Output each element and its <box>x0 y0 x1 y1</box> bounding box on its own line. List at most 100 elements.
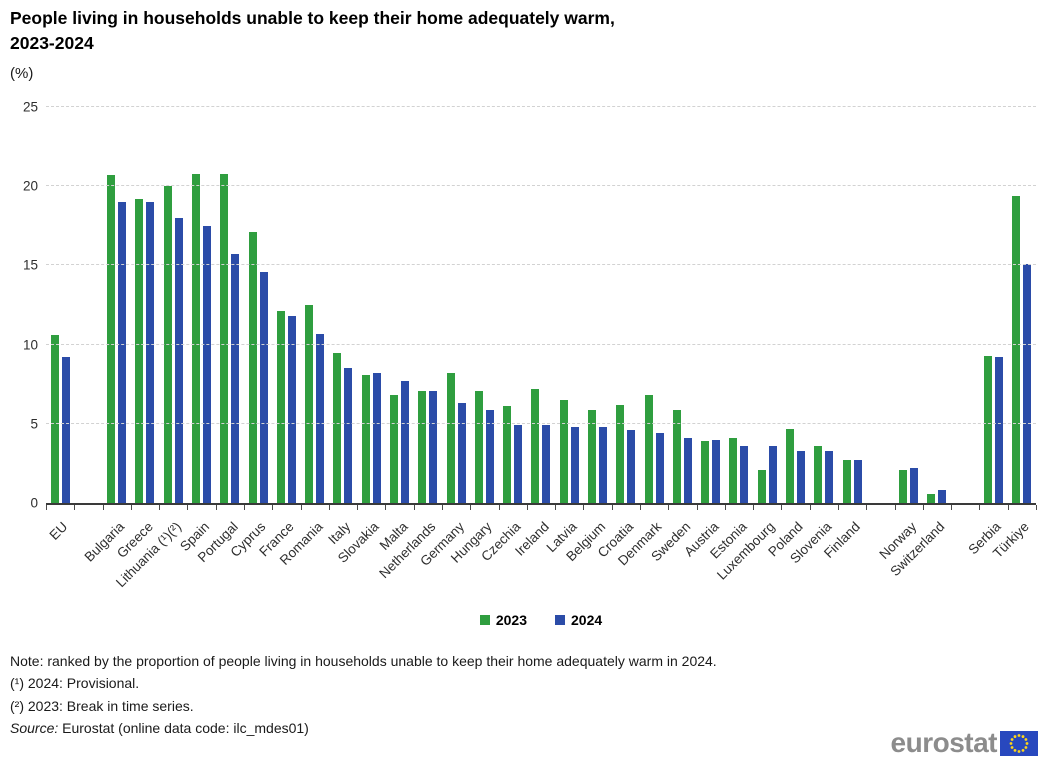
chart-title-line1: People living in households unable to ke… <box>10 8 615 28</box>
bar-2023-belgium <box>587 409 596 503</box>
bar-group-serbia <box>979 107 1007 503</box>
axis-tick <box>866 505 868 510</box>
bar-group-france <box>272 107 300 503</box>
bar-2024-norway <box>910 468 919 503</box>
bar-2023-poland <box>785 428 794 503</box>
bar-2023-slovakia <box>361 374 370 503</box>
chart-title: People living in households unable to ke… <box>10 6 990 57</box>
legend-item-2023: 2023 <box>479 612 527 628</box>
bar-2023-serbia <box>983 355 992 503</box>
bar-group-lithuania <box>159 107 187 503</box>
bar-group-eu <box>46 107 74 503</box>
axis-tick <box>187 505 189 510</box>
gap-slot <box>866 107 894 503</box>
plot-area <box>46 106 1036 505</box>
gap-slot <box>74 107 102 503</box>
bar-2023-eu <box>50 335 59 503</box>
gridline-10 <box>46 343 1036 345</box>
gap-slot <box>951 107 979 503</box>
gridline-25 <box>46 106 1036 107</box>
x-label-slot-switzerland: Switzerland <box>888 511 951 603</box>
bar-2023-france <box>276 311 285 503</box>
bars-row <box>46 107 1036 503</box>
eurostat-logo-text: eurostat <box>890 727 998 758</box>
axis-tick <box>753 505 755 510</box>
eurostat-logo: eurostat <box>891 729 1038 757</box>
bar-group-denmark <box>640 107 668 503</box>
y-tick-label-5: 5 <box>30 416 38 432</box>
axis-tick <box>1007 505 1009 510</box>
bar-2024-lithuania <box>174 217 183 503</box>
bar-group-portugal <box>216 107 244 503</box>
bar-group-estonia <box>725 107 753 503</box>
axis-tick <box>809 505 811 510</box>
bar-2024-spain <box>203 225 212 503</box>
bar-group-italy <box>329 107 357 503</box>
bar-group-finland <box>838 107 866 503</box>
axis-tick <box>102 505 104 510</box>
bar-2023-italy <box>333 352 342 503</box>
bar-2024-switzerland <box>938 490 947 503</box>
axis-tick <box>526 505 528 510</box>
axis-tick <box>922 505 924 510</box>
axis-tick <box>640 505 641 510</box>
axis-tick <box>272 505 274 510</box>
gridline-15 <box>46 264 1036 266</box>
bar-2024-serbia <box>994 357 1003 503</box>
bar-group-cyprus <box>244 107 272 503</box>
bar-group-norway <box>894 107 922 503</box>
bar-2023-malta <box>390 395 399 503</box>
note-footnote-1: (¹) 2024: Provisional. <box>10 675 140 692</box>
y-tick-label-10: 10 <box>22 337 38 353</box>
bar-2024-austria <box>712 439 721 503</box>
source-text: Eurostat (online data code: ilc_mdes01) <box>58 720 309 737</box>
bar-group-latvia <box>555 107 583 503</box>
axis-tick <box>215 505 217 510</box>
note-ranking: Note: ranked by the proportion of people… <box>10 653 717 669</box>
bar-2024-france <box>287 316 296 503</box>
bar-group-hungary <box>470 107 498 503</box>
axis-tick <box>159 505 161 510</box>
source-label: Source: <box>10 720 59 737</box>
bar-group-malta <box>385 107 413 503</box>
bar-2023-austria <box>701 441 710 503</box>
bar-2024-malta <box>401 381 410 503</box>
bar-2023-finland <box>842 460 851 503</box>
bar-2023-slovenia <box>814 445 823 503</box>
bar-2024-italy <box>344 368 353 503</box>
legend-label-2024: 2024 <box>571 612 603 628</box>
bar-2023-latvia <box>559 400 568 503</box>
bar-group-austria <box>696 107 724 503</box>
legend-swatch-2024 <box>555 615 565 625</box>
bar-2024-portugal <box>231 254 240 503</box>
note-source: Source: Eurostat (online data code: ilc_… <box>10 717 717 739</box>
bar-2023-norway <box>899 469 908 503</box>
bar-2023-bulgaria <box>107 175 116 503</box>
bar-group-croatia <box>612 107 640 503</box>
axis-tick <box>46 505 47 510</box>
bar-2023-czechia <box>503 406 512 503</box>
axis-tick <box>300 505 302 510</box>
bar-2023-luxembourg <box>757 469 766 503</box>
bar-group-sweden <box>668 107 696 503</box>
axis-tick <box>357 505 359 510</box>
legend: 2023 2024 <box>46 612 1036 628</box>
bar-group-germany <box>442 107 470 503</box>
bar-2024-poland <box>796 450 805 503</box>
bar-group-romania <box>301 107 329 503</box>
bar-2023-cyprus <box>248 232 257 503</box>
x-label-slot-eu: EU <box>46 511 74 603</box>
bar-2024-t-rkiye <box>1023 263 1032 503</box>
x-axis-ticks <box>46 505 1037 511</box>
bar-2024-eu <box>61 357 70 503</box>
bar-2024-latvia <box>570 426 579 503</box>
axis-tick <box>838 505 839 510</box>
notes-block: Note: ranked by the proportion of people… <box>10 650 717 740</box>
bar-2024-czechia <box>514 425 523 503</box>
axis-tick <box>385 505 387 510</box>
bar-2024-estonia <box>740 445 749 503</box>
axis-tick <box>724 505 726 510</box>
bar-group-switzerland <box>923 107 951 503</box>
bar-group-belgium <box>583 107 611 503</box>
